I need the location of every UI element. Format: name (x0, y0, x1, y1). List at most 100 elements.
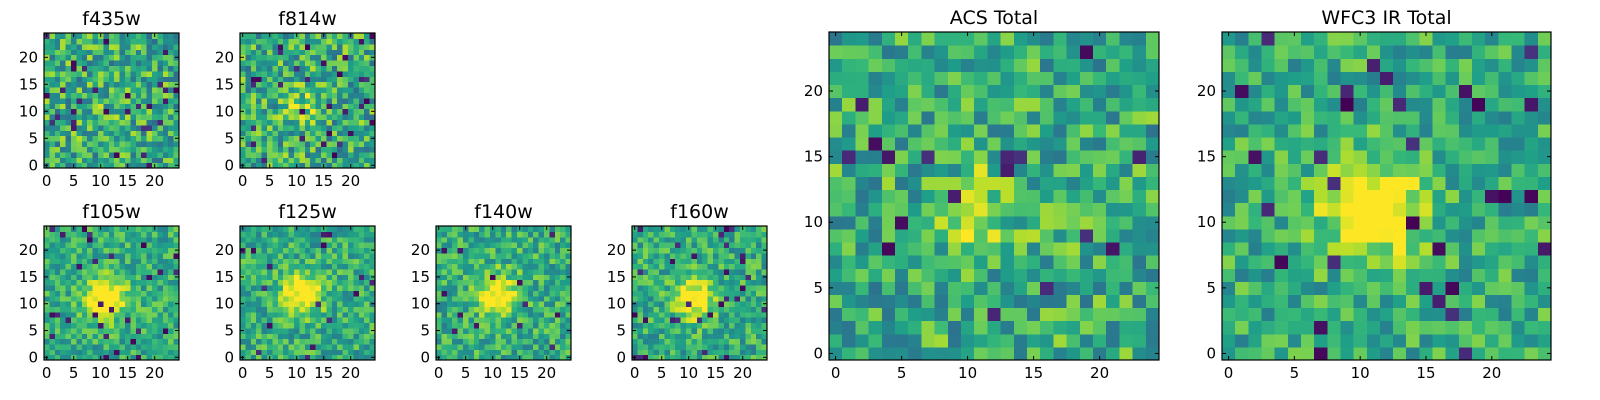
heatmap-cell (544, 258, 550, 265)
heatmap-cell (49, 247, 56, 254)
heatmap-cell (125, 92, 131, 99)
heatmap-cell (92, 295, 99, 302)
heatmap-cell (245, 38, 252, 45)
heatmap-cell (642, 322, 649, 329)
heatmap-cell (527, 333, 534, 340)
heatmap-cell (267, 338, 273, 345)
heatmap-cell (49, 322, 56, 329)
heatmap-cell (1366, 268, 1381, 282)
heatmap-cell (842, 268, 856, 282)
heatmap-cell (1132, 346, 1147, 361)
heatmap-cell (484, 306, 491, 313)
heatmap-cell (554, 242, 561, 249)
heatmap-cell (1274, 202, 1289, 217)
heatmap-cell (1106, 110, 1120, 125)
heatmap-cell (326, 124, 333, 131)
heatmap-cell (98, 60, 104, 66)
heatmap-cell (141, 162, 148, 169)
heatmap-cell (642, 242, 649, 249)
heatmap-cell (299, 87, 306, 93)
heatmap-cell (44, 343, 50, 350)
heatmap-cell (152, 119, 158, 126)
heatmap-cell (1106, 189, 1120, 204)
heatmap-cell (87, 162, 94, 169)
heatmap-cell (648, 242, 655, 249)
heatmap-cell (294, 141, 300, 147)
heatmap-cell (468, 327, 475, 334)
heatmap-cell (358, 146, 365, 153)
heatmap-cell (484, 284, 491, 291)
panel-title: f105w (82, 201, 141, 223)
heatmap-cell (895, 97, 909, 112)
heatmap-cell (256, 317, 263, 324)
heatmap-cell (511, 284, 518, 291)
heatmap-cell (92, 301, 99, 307)
heatmap-cell (288, 311, 295, 318)
heatmap-cell (829, 215, 843, 230)
heatmap-cell (468, 317, 475, 324)
heatmap-cell (283, 252, 290, 259)
heatmap-cell (1274, 320, 1289, 335)
heatmap-cell (829, 281, 843, 295)
heatmap-cell (321, 322, 327, 329)
heatmap-cell (987, 58, 1002, 72)
heatmap-cell (527, 268, 534, 275)
heatmap-cell (691, 295, 698, 302)
heatmap-cell (130, 301, 137, 307)
heatmap-cell (87, 301, 94, 307)
heatmap-cell (310, 60, 317, 66)
heatmap-cell (245, 274, 252, 281)
heatmap-cell (157, 268, 164, 275)
heatmap-cell (511, 354, 518, 361)
heatmap-cell (337, 284, 344, 291)
heatmap-cell (723, 349, 730, 356)
heatmap-cell (294, 43, 300, 50)
heatmap-cell (76, 43, 83, 50)
heatmap-cell (146, 295, 153, 302)
heatmap-cell (162, 295, 169, 302)
heatmap-cell (669, 333, 676, 340)
heatmap-cell (713, 279, 719, 286)
heatmap-cell (734, 311, 741, 318)
heatmap-cell (723, 258, 730, 265)
heatmap-cell (114, 38, 121, 45)
heatmap-cell (337, 60, 344, 66)
heatmap-cell (734, 279, 741, 286)
heatmap-cell (71, 38, 77, 45)
heatmap-cell (108, 263, 115, 270)
heatmap-cell (87, 65, 94, 72)
heatmap-cell (130, 274, 137, 281)
heatmap-cell (457, 295, 464, 302)
heatmap-cell (103, 151, 110, 158)
heatmap-cell (1000, 281, 1015, 295)
heatmap-cell (527, 301, 534, 307)
heatmap-cell (348, 76, 354, 83)
heatmap-cell (288, 119, 295, 126)
heatmap-cell (761, 258, 768, 265)
heatmap-cell (331, 87, 338, 93)
heatmap-cell (272, 311, 279, 318)
heatmap-cell (1300, 241, 1315, 256)
heatmap-cell (342, 87, 349, 93)
heatmap-cell (130, 322, 137, 329)
heatmap-cell (1379, 202, 1394, 217)
heatmap-cell (162, 247, 169, 254)
panel-title: f435w (82, 8, 141, 30)
heatmap-cell (162, 268, 169, 275)
heatmap-cell (506, 231, 513, 238)
heatmap-cell (1027, 241, 1041, 256)
heatmap-cell (310, 322, 317, 329)
heatmap-cell (256, 284, 263, 291)
heatmap-cell (1079, 228, 1094, 243)
y-tick-label: 10 (215, 295, 234, 313)
heatmap-cell (1445, 255, 1460, 269)
heatmap-cell (125, 295, 131, 302)
heatmap-cell (855, 346, 870, 361)
heatmap-cell (675, 279, 682, 286)
heatmap-cell (250, 81, 257, 88)
heatmap-cell (436, 252, 442, 259)
heatmap-cell (1287, 346, 1302, 361)
heatmap-cell (157, 327, 164, 334)
heatmap-cell (283, 135, 290, 142)
heatmap-cell (98, 141, 104, 147)
